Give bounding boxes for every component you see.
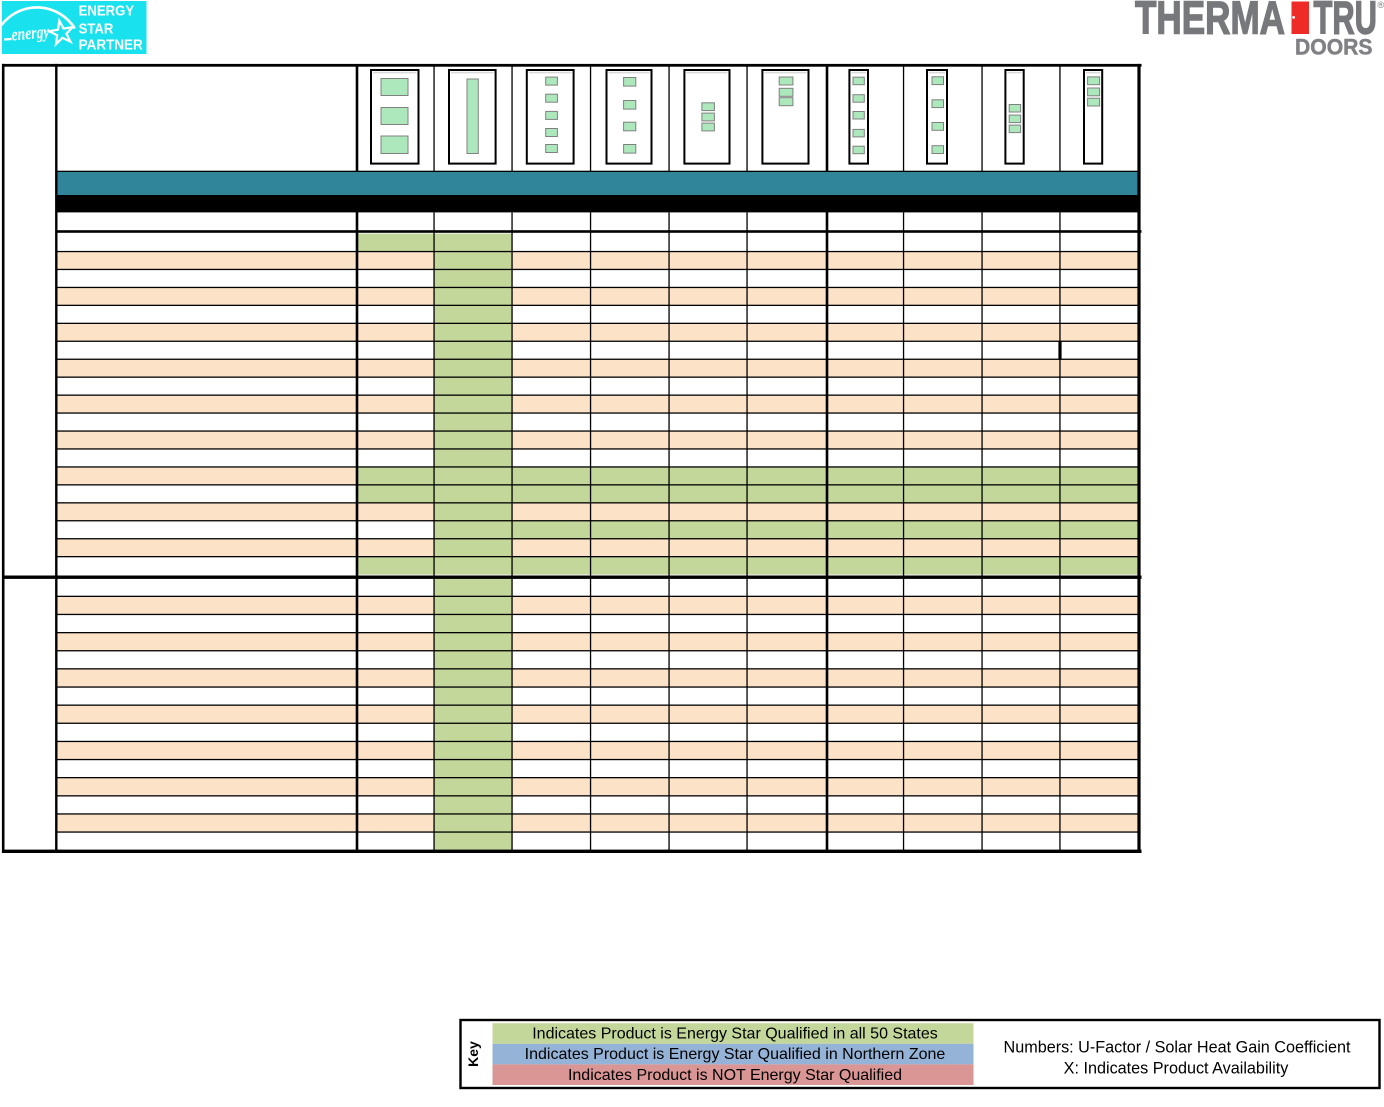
svg-text:®: ® [1378, 0, 1384, 10]
svg-text:Indicates Product is Energy St: Indicates Product is Energy Star Qualifi… [532, 1026, 938, 1043]
svg-text:PARTNER: PARTNER [79, 37, 143, 54]
svg-text:Key: Key [465, 1041, 481, 1067]
svg-text:DOORS: DOORS [1295, 35, 1373, 60]
svg-text:Indicates Product is Energy St: Indicates Product is Energy Star Qualifi… [525, 1046, 946, 1063]
svg-text:THERMA: THERMA [1135, 0, 1285, 44]
svg-text:ENERGY: ENERGY [79, 3, 135, 20]
svg-text:Indicates Product is NOT Energ: Indicates Product is NOT Energy Star Qua… [568, 1067, 902, 1084]
svg-text:energy: energy [11, 21, 51, 44]
svg-text:STAR: STAR [79, 20, 114, 37]
svg-text:X: Indicates Product Availabil: X: Indicates Product Availability [1064, 1060, 1290, 1078]
svg-text:Numbers: U-Factor / Solar Heat: Numbers: U-Factor / Solar Heat Gain Coef… [1004, 1039, 1351, 1057]
